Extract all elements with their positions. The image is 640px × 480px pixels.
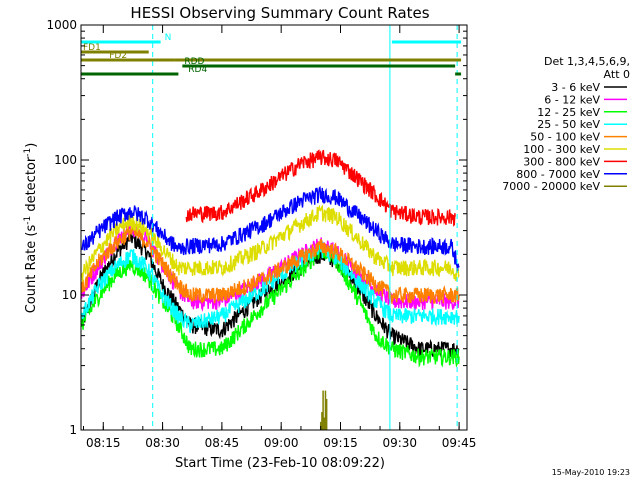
legend-entry-label: 800 - 7000 keV	[516, 168, 600, 181]
series-300-800kev	[185, 149, 456, 227]
series-line	[185, 149, 456, 227]
y-axis-label-mid: detector	[24, 156, 39, 216]
timestamp: 15-May-2010 19:23	[552, 468, 630, 477]
legend-entry-label: 100 - 300 keV	[523, 143, 600, 156]
series-group	[81, 149, 460, 430]
y-axis-ticks: 1 10 100 1000	[46, 18, 467, 437]
legend-entry-label: 25 - 50 keV	[537, 118, 600, 131]
series-7000-20000kev	[319, 390, 328, 430]
y-tick-label: 10	[62, 288, 77, 302]
y-axis-label: Count Rate (s-1 detector-1)	[23, 143, 39, 314]
x-tick-label: 08:45	[205, 436, 240, 450]
series-12-25kev	[81, 244, 460, 368]
x-axis-ticks: 08:15 08:30 08:45 09:00 09:15 09:30 09:45	[83, 25, 477, 450]
y-axis-label-suffix: )	[24, 143, 39, 148]
legend-title-line1: Det 1,3,4,5,6,9,	[544, 55, 630, 68]
flag-label: RDD	[184, 57, 204, 67]
series-3-6kev	[81, 229, 460, 359]
x-tick-label: 08:15	[86, 436, 121, 450]
legend-entry-label: 3 - 6 keV	[551, 81, 600, 94]
series-line	[81, 229, 460, 359]
series-line	[81, 244, 460, 368]
event-lines	[152, 25, 458, 430]
chart-title: HESSI Observing Summary Count Rates	[130, 4, 429, 22]
x-tick-label: 09:30	[382, 436, 417, 450]
flag-label: N	[165, 33, 172, 43]
series-100-300kev	[81, 204, 460, 282]
legend-title-line2: Att 0	[604, 68, 630, 81]
x-tick-label: 09:45	[442, 436, 477, 450]
series-line	[81, 185, 460, 272]
y-tick-label: 1	[69, 423, 77, 437]
y-axis-label-sup2: -1	[23, 148, 33, 157]
legend-entry-label: 300 - 800 keV	[523, 155, 600, 168]
y-axis-label-sup: -1	[23, 216, 33, 225]
y-tick-label: 1000	[46, 18, 77, 32]
legend-entry-label: 12 - 25 keV	[537, 106, 600, 119]
y-axis-label-prefix: Count Rate (s	[24, 225, 39, 314]
y-tick-label: 100	[54, 153, 77, 167]
flag-label: FD2	[109, 51, 127, 61]
series-50-100kev	[81, 225, 460, 304]
x-axis-label: Start Time (23-Feb-10 08:09:22)	[175, 456, 385, 471]
x-tick-label: 09:15	[323, 436, 358, 450]
legend-entry-label: 50 - 100 keV	[530, 131, 600, 144]
x-tick-label: 08:30	[145, 436, 180, 450]
plot-frame	[80, 24, 468, 431]
legend-entry-label: 6 - 12 keV	[544, 93, 600, 106]
x-tick-label: 09:00	[264, 436, 299, 450]
legend-entry-label: 7000 - 20000 keV	[502, 180, 600, 193]
series-800-7000kev	[81, 185, 460, 272]
flag-label: FD1	[83, 43, 101, 53]
series-line	[81, 204, 460, 282]
flag-label: RD4	[188, 65, 207, 75]
series-line	[81, 225, 460, 304]
